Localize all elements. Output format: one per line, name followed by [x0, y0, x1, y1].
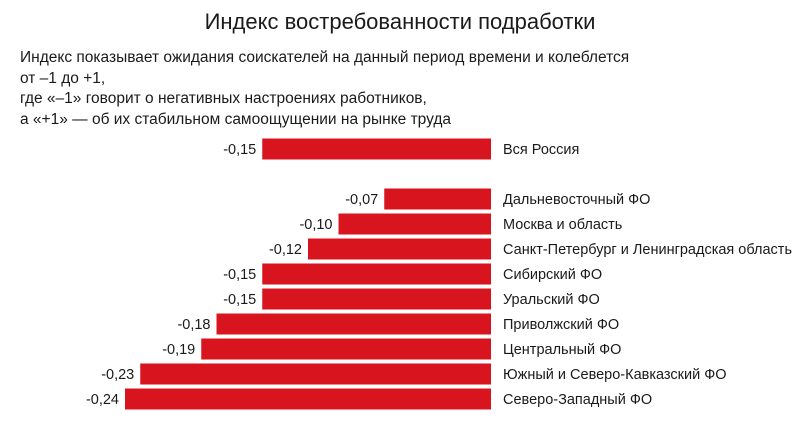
description-line: от –1 до +1,: [20, 69, 106, 87]
bar-value-label: -0,15: [223, 142, 256, 158]
bar-value-label: -0,18: [177, 317, 210, 333]
category-label: Санкт-Петербург и Ленинградская область: [503, 242, 792, 258]
bar-value-label: -0,12: [269, 242, 302, 258]
description-line: а «+1» — об их стабильном самоощущении н…: [20, 110, 452, 128]
index-description: Индекс показывает ожидания соискателей н…: [20, 48, 630, 130]
description-line: Индекс показывает ожидания соискателей н…: [20, 49, 630, 66]
bar: [201, 338, 491, 360]
bar: [140, 363, 491, 385]
category-label: Дальневосточный ФО: [503, 192, 650, 208]
bar-value-label: -0,15: [223, 267, 256, 283]
bar-value-label: -0,07: [345, 192, 378, 208]
bar-value-label: -0,24: [86, 392, 119, 408]
bar-value-label: -0,10: [299, 217, 332, 233]
category-label: Приволжский ФО: [503, 317, 619, 333]
category-label: Сибирский ФО: [503, 267, 602, 283]
bar: [262, 263, 491, 285]
bar: [384, 188, 491, 210]
bar-value-label: -0,23: [101, 367, 134, 383]
description-line: где «–1» говорит о негативных настроения…: [20, 90, 427, 107]
bar: [216, 313, 491, 335]
chart-title: Индекс востребованности подработки: [204, 9, 596, 34]
bar: [262, 288, 491, 310]
bar: [262, 138, 491, 160]
bar: [308, 238, 491, 260]
bar-value-label: -0,15: [223, 292, 256, 308]
bar: [338, 213, 491, 235]
category-label: Южный и Северо-Кавказский ФО: [503, 367, 727, 383]
bar: [125, 388, 491, 410]
category-label: Москва и область: [503, 217, 622, 233]
category-label: Северо-Западный ФО: [503, 392, 652, 408]
category-label: Уральский ФО: [503, 292, 600, 308]
bar-value-label: -0,19: [162, 342, 195, 358]
category-label: Центральный ФО: [503, 342, 621, 358]
category-label: Вся Россия: [503, 142, 579, 158]
